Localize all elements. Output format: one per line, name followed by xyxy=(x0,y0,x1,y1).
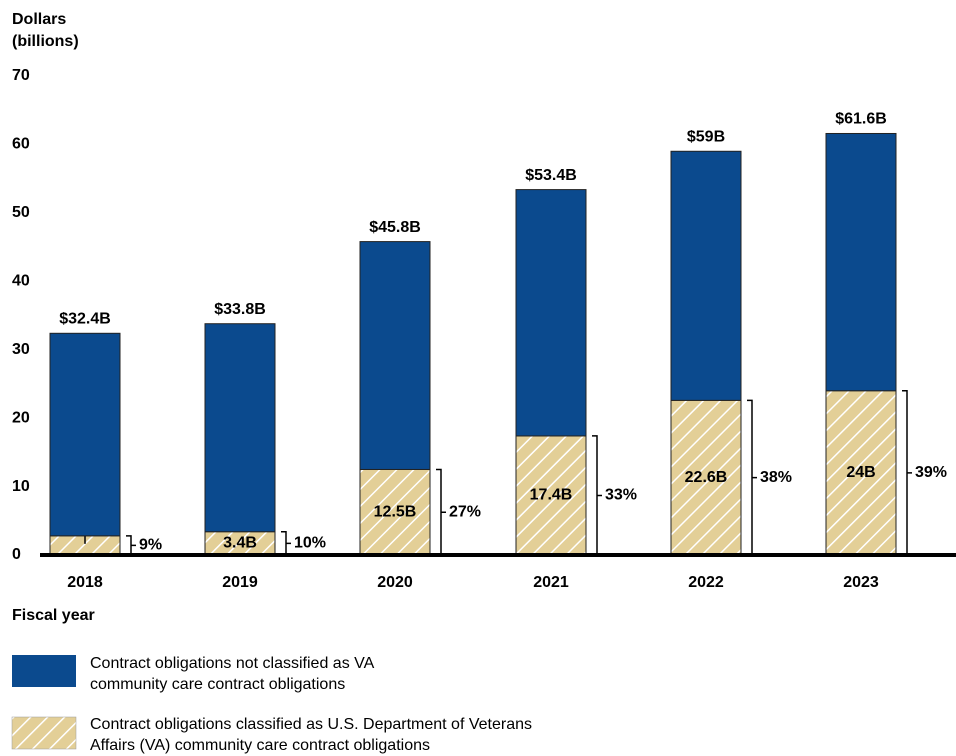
share-label: 39% xyxy=(915,464,947,481)
total-label: $59B xyxy=(687,128,725,145)
bar-segment xyxy=(825,390,897,556)
share-bracket xyxy=(281,530,291,556)
share-label: 9% xyxy=(139,537,162,554)
x-tick-label: 2020 xyxy=(377,574,413,591)
bar-segment xyxy=(670,399,742,556)
share-label: 33% xyxy=(605,487,637,504)
x-tick-label: 2019 xyxy=(222,574,258,591)
bar-segment xyxy=(670,150,742,401)
y-tick-label: 50 xyxy=(12,204,30,221)
x-tick-label: 2018 xyxy=(67,574,103,591)
legend-label: Contract obligations classified as U.S. … xyxy=(90,716,532,754)
y-tick-label: 30 xyxy=(12,341,30,358)
data-label: 17.4B xyxy=(530,487,573,504)
bar-segment xyxy=(825,132,897,392)
share-label: 27% xyxy=(449,503,481,520)
share-bracket xyxy=(126,535,136,556)
legend-swatch xyxy=(11,716,77,750)
legend-swatch xyxy=(12,655,76,687)
y-tick-label: 70 xyxy=(12,67,30,84)
share-bracket xyxy=(592,435,602,556)
total-label: $61.6B xyxy=(835,111,887,128)
y-tick-label: 10 xyxy=(12,478,30,495)
bar-segment xyxy=(49,332,121,537)
total-label: $53.4B xyxy=(525,167,577,184)
bar-segment xyxy=(359,241,431,470)
share-bracket xyxy=(747,399,757,556)
total-label: $45.8B xyxy=(369,219,421,236)
total-label: $33.8B xyxy=(214,301,266,318)
total-label: $32.4B xyxy=(59,311,111,328)
y-tick-label: 60 xyxy=(12,136,30,153)
y-axis-label: (billions) xyxy=(12,33,79,50)
x-tick-label: 2023 xyxy=(843,574,879,591)
y-tick-label: 40 xyxy=(12,273,30,290)
y-tick-label: 20 xyxy=(12,409,30,426)
data-label: 22.6B xyxy=(685,469,728,486)
share-bracket xyxy=(436,468,446,556)
bar-segment xyxy=(515,189,587,437)
bar-segment xyxy=(515,435,587,556)
share-label: 10% xyxy=(294,535,326,552)
share-bracket xyxy=(902,390,912,556)
share-label: 38% xyxy=(760,469,792,486)
data-label: 12.5B xyxy=(374,503,417,520)
x-tick-label: 2021 xyxy=(533,574,569,591)
data-label: 24B xyxy=(846,464,875,481)
data-label: 3.4B xyxy=(223,535,257,552)
y-tick-label: 0 xyxy=(12,546,21,563)
legend-label: Contract obligations not classified as V… xyxy=(90,655,374,693)
x-tick-label: 2022 xyxy=(688,574,724,591)
bar-segment xyxy=(204,323,276,533)
x-axis-label: Fiscal year xyxy=(12,607,95,624)
y-axis-label: Dollars xyxy=(12,11,66,28)
